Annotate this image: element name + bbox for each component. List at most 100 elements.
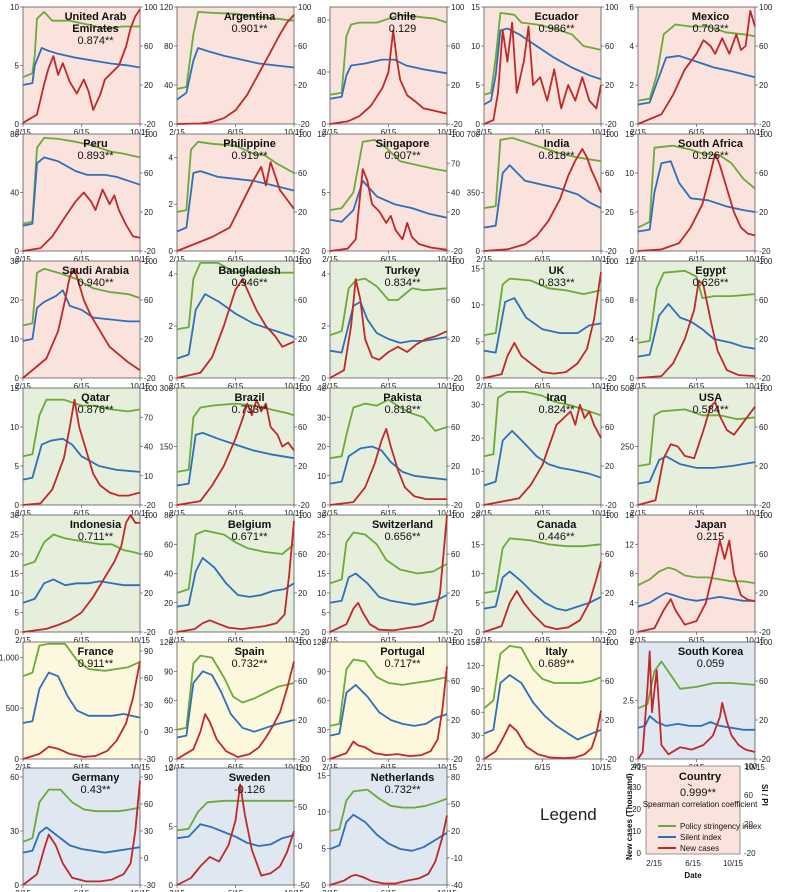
- right-tick-label: -20: [759, 247, 771, 256]
- plot-area: [329, 387, 448, 506]
- new-cases-line: [483, 271, 602, 379]
- panel-title: Philippine: [223, 138, 276, 150]
- country-panel: 0 40 80 120 -20 20 60 100 2/15 6/15 10/15 Argentina…: [160, 3, 312, 137]
- right-tick-label: 20: [605, 335, 614, 344]
- x-tick-label: 10/15: [591, 636, 612, 645]
- right-tick-label: 100: [605, 638, 619, 647]
- right-tick-label: 20: [451, 81, 460, 90]
- right-tick-label: 10: [144, 472, 153, 481]
- left-tick-label: 10: [471, 42, 480, 51]
- x-tick-label: 6/15: [74, 889, 90, 892]
- x-tick-label: 10/15: [591, 128, 612, 137]
- left-tick-label: 10: [10, 423, 19, 432]
- right-tick-label: -20: [144, 120, 156, 129]
- silent-index-line: [329, 445, 448, 485]
- policy-stringency-line: [176, 529, 295, 594]
- left-tick-label: 0: [15, 755, 20, 764]
- panel-rho: 0.911**: [78, 658, 114, 670]
- silent-index-line: [483, 570, 602, 612]
- panel-title: Netherlands: [371, 772, 435, 784]
- right-tick-label: 20: [605, 589, 614, 598]
- right-tick-label: 20: [759, 81, 768, 90]
- panel-rho: 0.671**: [231, 531, 268, 543]
- right-tick-label: 20: [759, 462, 768, 471]
- right-tick-label: 0: [298, 842, 303, 851]
- panel-title: Chile: [389, 11, 416, 23]
- panel-title: Indonesia: [70, 519, 122, 531]
- x-tick-label: 2/15: [630, 509, 646, 518]
- left-tick-label: 0: [15, 501, 20, 510]
- panel-rho: 0.717**: [384, 658, 421, 670]
- right-tick-label: -30: [144, 881, 156, 890]
- panel-title: South Korea: [678, 646, 744, 658]
- right-tick-label: -20: [759, 374, 771, 383]
- right-tick-label: 100: [298, 257, 312, 266]
- x-tick-label: 2/15: [630, 382, 646, 391]
- left-tick-label: 350: [467, 189, 481, 198]
- x-tick-label: 6/15: [228, 889, 244, 892]
- silent-index-line: [483, 297, 602, 354]
- silent-index-line: [483, 27, 602, 106]
- new-cases-line: [176, 520, 295, 633]
- right-tick-label: 60: [451, 42, 460, 51]
- new-cases-line: [22, 8, 141, 124]
- right-tick-label: 60: [298, 423, 307, 432]
- right-tick-label: 60: [298, 677, 307, 686]
- left-tick-label: 2: [322, 322, 327, 331]
- left-tick-label: 80: [164, 511, 173, 520]
- panel-rho: 0.818**: [384, 404, 421, 416]
- x-tick-label: 10/15: [591, 382, 612, 391]
- left-tick-label: 0: [169, 881, 174, 890]
- panel-title: Portugal: [380, 646, 425, 658]
- left-tick-label: 0: [476, 120, 481, 129]
- x-tick-label: 6/15: [74, 382, 90, 391]
- silent-index-line: [483, 430, 602, 487]
- right-tick-label: 20: [298, 589, 307, 598]
- panel-title: Switzerland: [372, 519, 433, 531]
- left-tick-label: 0: [15, 628, 20, 637]
- x-tick-label: 2/15: [15, 763, 31, 772]
- right-tick-label: 20: [298, 208, 307, 217]
- left-tick-label: 150: [160, 443, 174, 452]
- plot-area: [22, 641, 141, 760]
- x-tick-label: 6/15: [535, 382, 551, 391]
- policy-stringency-line: [22, 788, 141, 843]
- left-tick-label: 40: [10, 189, 19, 198]
- panel-rho: 0.876**: [77, 404, 114, 416]
- panel-rho: 0.907**: [384, 150, 421, 162]
- x-tick-label: 2/15: [476, 255, 492, 264]
- left-tick-label: 0: [15, 374, 20, 383]
- right-tick-label: 60: [298, 42, 307, 51]
- left-tick-label: 40: [164, 570, 173, 579]
- left-tick-label: 30: [10, 257, 19, 266]
- new-cases-line: [329, 29, 448, 125]
- left-tick-label: 2.5: [623, 697, 635, 706]
- new-cases-line: [176, 161, 295, 252]
- new-cases-line: [637, 650, 756, 760]
- new-cases-line: [176, 398, 295, 506]
- right-tick-label: 20: [298, 81, 307, 90]
- policy-stringency-line: [637, 566, 756, 587]
- panel-rho: 0.711**: [78, 531, 114, 543]
- silent-index-line: [22, 671, 141, 724]
- policy-stringency-line: [329, 13, 448, 96]
- right-tick-label: 0: [144, 728, 149, 737]
- left-tick-label: 0: [322, 374, 327, 383]
- silent-index-line: [329, 813, 448, 852]
- left-tick-label: 80: [10, 130, 19, 139]
- left-tick-label: 15: [471, 3, 480, 12]
- country-panel: 0 5 10 15 20 25 30 -20 20 60 100 2/15 6/15 10/15 Switz…: [317, 511, 465, 645]
- left-tick-label: 60: [10, 773, 19, 782]
- country-panel: 0 350 700 -20 20 60 100 2/15 6/15 10/15 India0.818…: [467, 130, 619, 264]
- country-panel: 0 5 10 15 -20 20 60 100 2/15 6/15 10/15 UK0.833**: [471, 257, 619, 391]
- right-tick-label: 60: [759, 42, 768, 51]
- right-tick-label: 60: [605, 677, 614, 686]
- right-tick-label: 60: [451, 423, 460, 432]
- silent-index-line: [22, 47, 141, 86]
- policy-stringency-line: [329, 788, 448, 832]
- panel-title: Ecuador: [535, 11, 580, 23]
- right-tick-label: 60: [451, 677, 460, 686]
- right-tick-label: -30: [144, 755, 156, 764]
- silent-index-line: [329, 58, 448, 100]
